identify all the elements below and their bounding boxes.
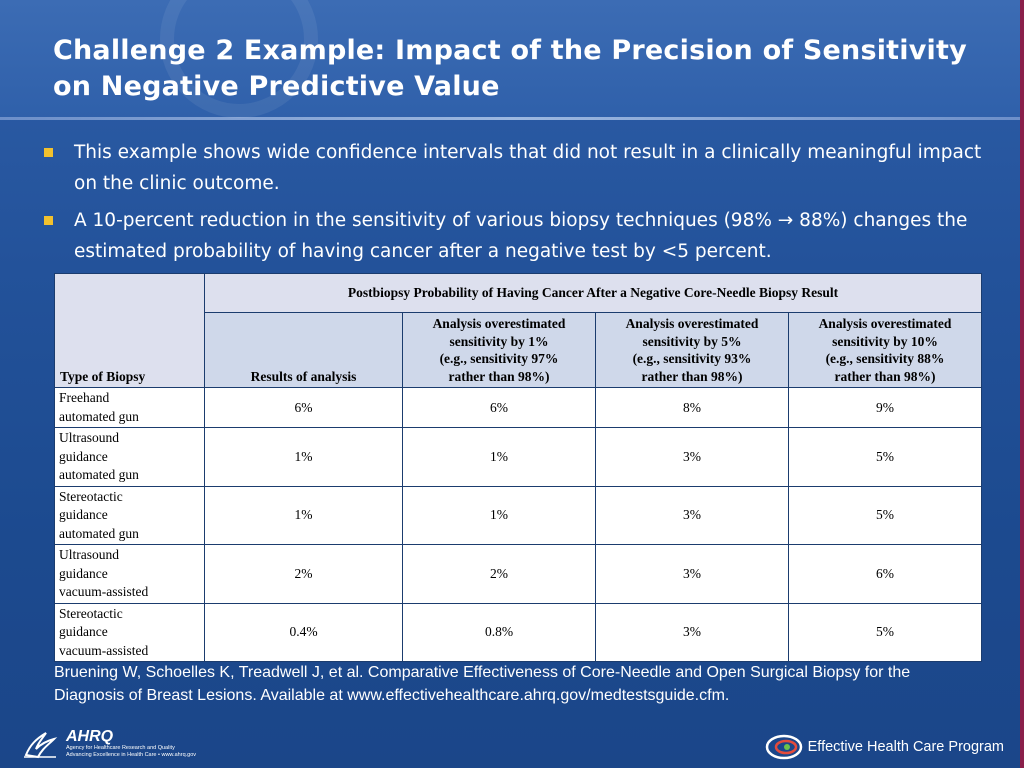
row-label: Ultrasound guidance automated gun xyxy=(54,427,205,487)
header-postbiopsy-probability: Postbiopsy Probability of Having Cancer … xyxy=(204,273,982,313)
cell-overestimated-5: 3% xyxy=(595,427,789,487)
accent-stripe xyxy=(1020,0,1024,768)
header-line: rather than 98%) xyxy=(641,368,743,384)
row-label-line: automated gun xyxy=(59,467,139,482)
table-row: Ultrasound guidance automated gun 1% 1% … xyxy=(54,427,982,487)
cell-overestimated-1: 0.8% xyxy=(402,602,596,662)
row-label: Stereotactic guidance automated gun xyxy=(54,485,205,545)
table-row: Freehand automated gun 6% 6% 8% 9% xyxy=(54,387,982,428)
row-label-line: guidance xyxy=(59,507,108,522)
bullet-text: This example shows wide confidence inter… xyxy=(74,142,982,194)
slide-title: Challenge 2 Example: Impact of the Preci… xyxy=(53,35,967,102)
row-label-line: Stereotactic xyxy=(59,488,123,504)
header-overestimated-1: Analysis overestimated sensitivity by 1%… xyxy=(402,312,596,388)
row-label: Ultrasound guidance vacuum-assisted xyxy=(54,544,205,604)
cell-overestimated-1: 6% xyxy=(402,387,596,428)
cell-overestimated-10: 6% xyxy=(788,544,982,604)
square-bullet-icon xyxy=(44,216,53,225)
cell-results: 2% xyxy=(204,544,403,604)
bullet-list: This example shows wide confidence inter… xyxy=(44,137,1004,273)
row-label-line: Ultrasound xyxy=(59,430,119,445)
effective-health-care-logo-icon xyxy=(765,734,802,760)
bullet-item: A 10-percent reduction in the sensitivit… xyxy=(44,205,1004,267)
citation: Bruening W, Schoelles K, Treadwell J, et… xyxy=(54,664,911,704)
table-row: Stereotactic guidance automated gun 1% 1… xyxy=(54,485,982,545)
cell-overestimated-5: 3% xyxy=(595,544,789,604)
header-line: sensitivity by 5% xyxy=(642,333,742,349)
table-row: Ultrasound guidance vacuum-assisted 2% 2… xyxy=(54,544,982,604)
cell-overestimated-1: 2% xyxy=(402,544,596,604)
square-bullet-icon xyxy=(44,148,53,157)
row-label-line: vacuum-assisted xyxy=(59,642,149,658)
cell-overestimated-1: 1% xyxy=(402,427,596,487)
cell-results: 6% xyxy=(204,387,403,428)
header-line: Analysis overestimated xyxy=(818,316,952,331)
bullet-text: A 10-percent reduction in the sensitivit… xyxy=(74,210,968,262)
row-label-line: guidance xyxy=(59,624,108,639)
row-label-line: Freehand xyxy=(59,390,110,405)
row-label-line: automated gun xyxy=(59,408,139,424)
ahrq-wordmark: AHRQ Agency for Healthcare Research and … xyxy=(66,729,196,759)
ahrq-logo: AHRQ Agency for Healthcare Research and … xyxy=(20,726,196,762)
cell-overestimated-5: 3% xyxy=(595,602,789,662)
cell-results: 0.4% xyxy=(204,602,403,662)
cell-overestimated-10: 5% xyxy=(788,602,982,662)
cell-overestimated-10: 5% xyxy=(788,427,982,487)
header-line: Analysis overestimated xyxy=(625,316,759,331)
header-line: rather than 98%) xyxy=(834,368,936,384)
table-row: Stereotactic guidance vacuum-assisted 0.… xyxy=(54,602,982,662)
row-label-line: guidance xyxy=(59,448,108,464)
row-label-line: Ultrasound xyxy=(59,547,119,562)
header-line: (e.g., sensitivity 93% xyxy=(632,351,752,366)
header-results-of-analysis: Results of analysis xyxy=(204,312,403,388)
cell-overestimated-1: 1% xyxy=(402,485,596,545)
cell-results: 1% xyxy=(204,427,403,487)
header-line: sensitivity by 1% xyxy=(449,333,549,349)
cell-overestimated-10: 5% xyxy=(788,485,982,545)
row-label-line: automated gun xyxy=(59,525,139,541)
row-label-line: vacuum-assisted xyxy=(59,584,149,599)
program-name: Effective Health Care Program xyxy=(807,739,1004,755)
hhs-eagle-logo-icon xyxy=(24,732,58,759)
header-line: sensitivity by 10% xyxy=(832,333,938,349)
header-line: (e.g., sensitivity 88% xyxy=(825,351,945,366)
cell-results: 1% xyxy=(204,485,403,545)
header-overestimated-5: Analysis overestimated sensitivity by 5%… xyxy=(595,312,789,388)
ahrq-name: AHRQ xyxy=(66,728,114,745)
cell-overestimated-10: 9% xyxy=(788,387,982,428)
effective-health-care-logo: Effective Health Care Program xyxy=(764,733,1004,761)
header-overestimated-10: Analysis overestimated sensitivity by 10… xyxy=(788,312,982,388)
bullet-item: This example shows wide confidence inter… xyxy=(44,137,1004,199)
row-label-line: Stereotactic xyxy=(59,605,123,621)
row-label: Freehand automated gun xyxy=(54,387,205,428)
cell-overestimated-5: 8% xyxy=(595,387,789,428)
row-label-line: guidance xyxy=(59,565,108,581)
header-line: Analysis overestimated xyxy=(432,316,566,331)
header-line: rather than 98%) xyxy=(448,368,550,384)
header-line: (e.g., sensitivity 97% xyxy=(439,351,559,366)
header-type-of-biopsy: Type of Biopsy xyxy=(54,273,205,388)
ahrq-tagline: Advancing Excellence in Health Care • ww… xyxy=(66,752,197,758)
ahrq-tagline: Agency for Healthcare Research and Quali… xyxy=(66,745,175,751)
row-label: Stereotactic guidance vacuum-assisted xyxy=(54,602,205,662)
cell-overestimated-5: 3% xyxy=(595,485,789,545)
results-table: Type of Biopsy Postbiopsy Probability of… xyxy=(54,273,982,662)
